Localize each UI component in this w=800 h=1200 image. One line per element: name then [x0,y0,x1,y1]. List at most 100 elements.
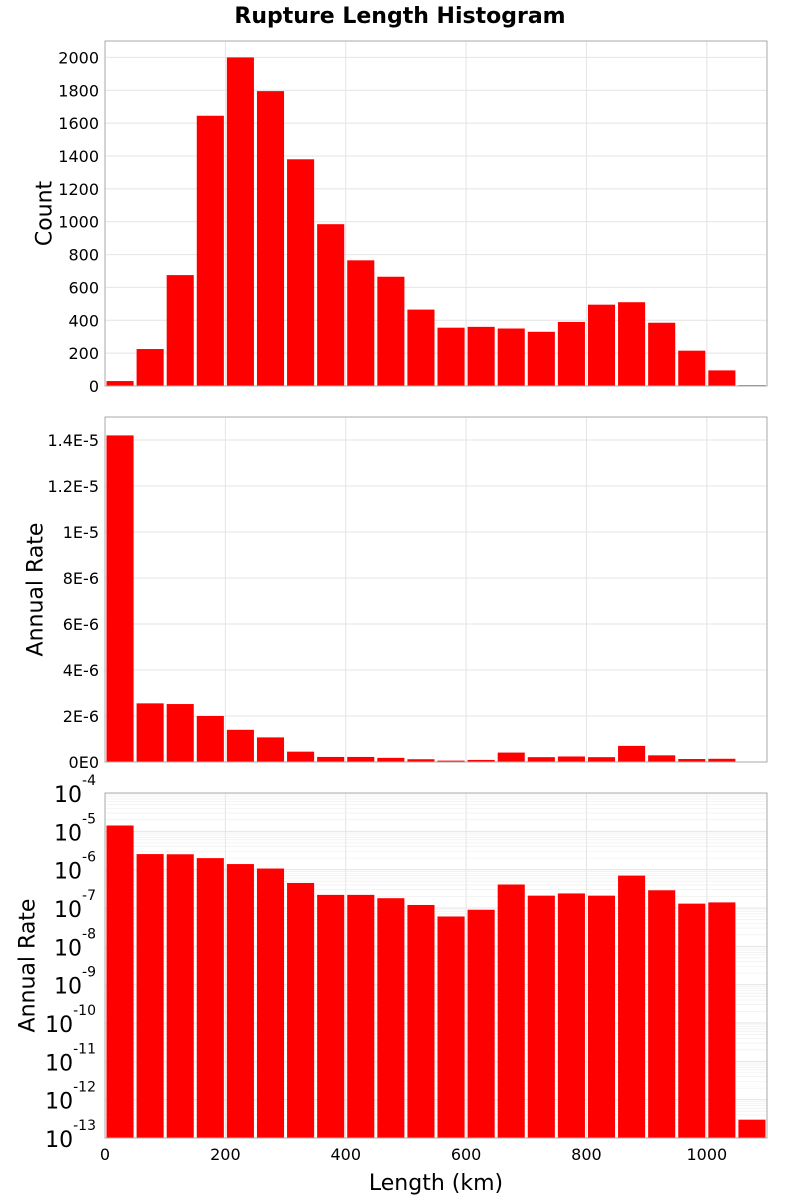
plot-frame [104,40,768,387]
bar [377,276,405,386]
y-tick-label: 10-10 [45,1003,96,1038]
x-tick-label: 400 [330,1145,361,1164]
bar [226,864,254,1138]
bar [166,854,194,1138]
y-tick-label: 10-5 [54,811,96,846]
bar [587,895,616,1138]
bar [407,309,435,386]
bar [678,903,706,1138]
y-tick-label: 10-7 [54,888,96,923]
bar [648,322,676,386]
bar [377,898,405,1138]
bar [648,890,676,1138]
bar [166,275,194,386]
bar [678,759,706,762]
bar [557,756,585,762]
x-tick-label: 0 [100,1145,110,1164]
bar [708,902,736,1138]
bar [287,882,315,1138]
y-tick-label: 800 [68,246,99,265]
bar [256,737,285,762]
bar [196,115,224,386]
x-tick-label: 1000 [686,1145,727,1164]
y-axis-title: Annual Rate [16,899,41,1033]
bar [467,909,495,1138]
bar [497,328,525,386]
y-tick-label: 10-13 [45,1118,96,1153]
y-tick-label: 1800 [58,81,99,100]
bar [106,825,134,1138]
bar [226,729,254,762]
chart-title: Rupture Length Histogram [234,4,565,29]
bar [587,757,616,762]
bar [708,370,736,386]
bar [136,703,164,762]
bar [587,304,616,386]
x-tick-label: 200 [210,1145,241,1164]
plot-frame [104,792,768,1139]
bar [317,224,345,386]
bar [106,381,134,386]
bar [497,884,525,1138]
bar [136,854,164,1138]
bar [377,757,405,762]
bar [166,704,194,762]
bar [287,751,315,762]
bar [347,894,375,1138]
bar [407,759,435,762]
bar [678,350,706,386]
y-axis-title: Count [33,180,58,246]
y-tick-label: 1.4E-5 [47,431,99,450]
y-tick-label: 1400 [58,147,99,166]
y-axis-title: Annual Rate [24,523,49,657]
y-tick-label: 10-8 [54,926,96,961]
y-tick-label: 600 [68,278,99,297]
y-tick-label: 2E-6 [63,707,99,726]
bar [738,1119,766,1138]
x-tick-label: 600 [451,1145,482,1164]
y-tick-label: 10-11 [45,1041,96,1076]
bar [407,904,435,1138]
bar [256,91,285,386]
bar [437,327,465,386]
bar [527,895,555,1138]
bar [527,757,555,762]
y-tick-label: 10-6 [54,850,96,885]
bar [467,759,495,762]
y-tick-label: 1200 [58,180,99,199]
bar [196,858,224,1138]
bar [196,716,224,762]
bar [226,57,254,387]
y-tick-label: 1E-5 [63,523,99,542]
y-tick-label: 4E-6 [63,661,99,680]
panel-count: 0 200 400 600 800 1000 1200 1400 1600 1800 2000 Cou… [33,40,768,396]
bar [618,875,646,1138]
y-tick-label: 1.2E-5 [47,477,99,496]
bar [287,159,315,386]
bar [497,752,525,762]
bar [467,326,495,386]
bar [708,758,736,762]
bar [106,435,134,762]
bar [317,894,345,1138]
bar [437,916,465,1138]
bar [527,331,555,386]
x-axis-title: Length (km) [369,1171,503,1196]
y-tick-label: 0 [89,377,99,396]
y-tick-label: 200 [68,344,99,363]
bar [557,893,585,1138]
bar [618,745,646,762]
y-tick-label: 10-9 [54,965,96,1000]
y-tick-label: 2000 [58,48,99,67]
bar [256,868,285,1138]
y-tick-label: 10-4 [54,773,96,808]
bar [648,755,676,762]
y-tick-label: 1000 [58,213,99,232]
bar [317,756,345,762]
bar [618,302,646,386]
x-tick-label: 800 [571,1145,602,1164]
panel-rate-linear: 0E0 2E-6 4E-6 6E-6 8E-6 1E-5 1.2E-5 1.4E-5 Annua… [24,416,768,772]
y-tick-label: 0E0 [69,753,99,772]
